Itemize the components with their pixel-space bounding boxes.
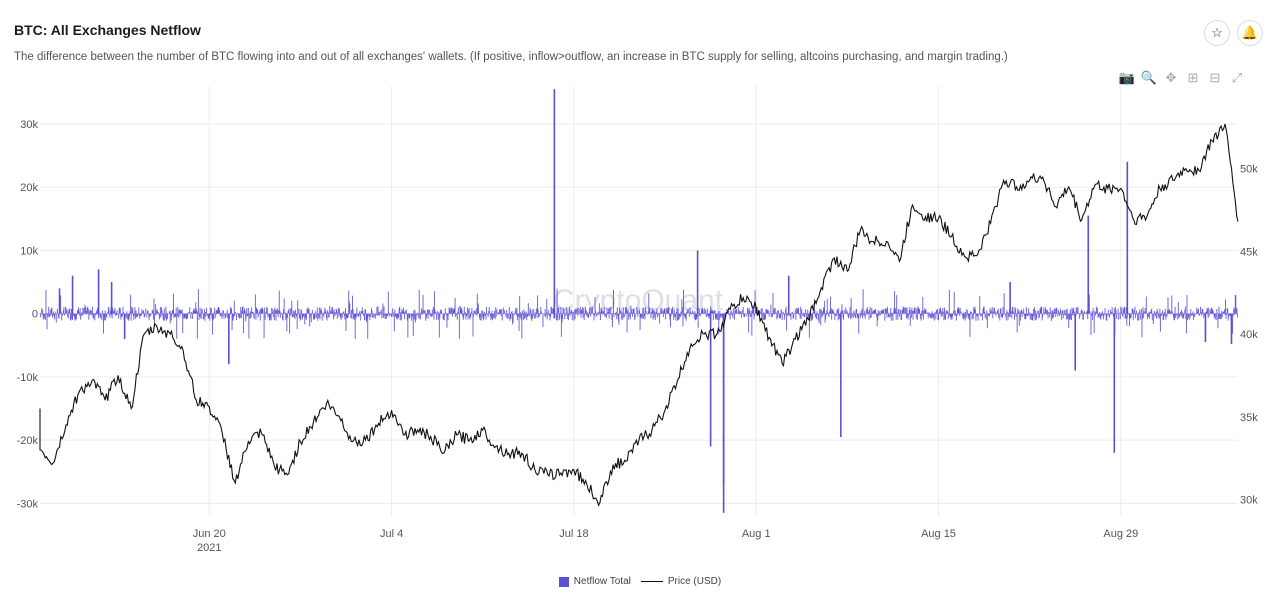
y-right-tick-label: 45k — [1240, 246, 1258, 258]
y-left-tick-label: -10k — [17, 372, 39, 384]
y-right-tick-label: 40k — [1240, 329, 1258, 341]
y-right-tick-label: 30k — [1240, 494, 1258, 506]
alert-button[interactable]: 🔔 — [1237, 20, 1263, 46]
zoom-icon[interactable]: 🔍 — [1140, 70, 1158, 85]
netflow-chart[interactable]: CryptoQuant 30k20k10k0-10k-20k-30k50k45k… — [0, 0, 1280, 560]
x-tick-label: Jul 4 — [380, 528, 403, 540]
y-left-tick-label: 30k — [20, 119, 38, 131]
x-tick-label: Aug 29 — [1103, 528, 1138, 540]
legend-label-netflow: Netflow Total — [573, 576, 631, 587]
zoom-out-icon[interactable]: ⊟ — [1209, 70, 1221, 85]
y-left-tick-label: 0 — [32, 309, 38, 321]
legend-label-price: Price (USD) — [667, 576, 722, 587]
x-tick-label: Jun 20 — [193, 528, 226, 540]
legend-swatch-netflow — [558, 576, 569, 587]
y-left-tick-label: 20k — [20, 182, 38, 194]
y-left-tick-label: 10k — [20, 245, 38, 257]
x-tick-label: Aug 1 — [742, 528, 771, 540]
legend-item-netflow[interactable]: Netflow Total — [558, 576, 631, 587]
legend-item-price[interactable]: Price (USD) — [640, 576, 722, 587]
chart-legend: Netflow Total Price (USD) — [0, 576, 1280, 587]
chart-modebar: 📷 🔍 ✥ ⊞ ⊟ ⤢ — [1118, 70, 1246, 86]
zoom-in-icon[interactable]: ⊞ — [1187, 70, 1199, 85]
chart-subtitle: The difference between the number of BTC… — [14, 51, 1008, 63]
autoscale-icon[interactable]: ⤢ — [1231, 70, 1243, 85]
y-right-tick-label: 50k — [1240, 164, 1258, 176]
y-left-tick-label: -30k — [17, 498, 39, 510]
favorite-button[interactable]: ☆ — [1204, 20, 1230, 46]
x-tick-label: Jul 18 — [559, 528, 588, 540]
star-icon: ☆ — [1211, 25, 1223, 40]
legend-swatch-price — [640, 581, 663, 582]
x-tick-sublabel: 2021 — [197, 542, 221, 554]
camera-icon[interactable]: 📷 — [1118, 70, 1136, 85]
price-line — [39, 123, 1239, 507]
y-left-tick-label: -20k — [17, 435, 39, 447]
bell-icon: 🔔 — [1241, 25, 1259, 40]
y-right-tick-label: 35k — [1240, 412, 1258, 424]
pan-icon[interactable]: ✥ — [1165, 70, 1177, 85]
chart-title: BTC: All Exchanges Netflow — [14, 22, 201, 38]
x-tick-label: Aug 15 — [921, 528, 956, 540]
